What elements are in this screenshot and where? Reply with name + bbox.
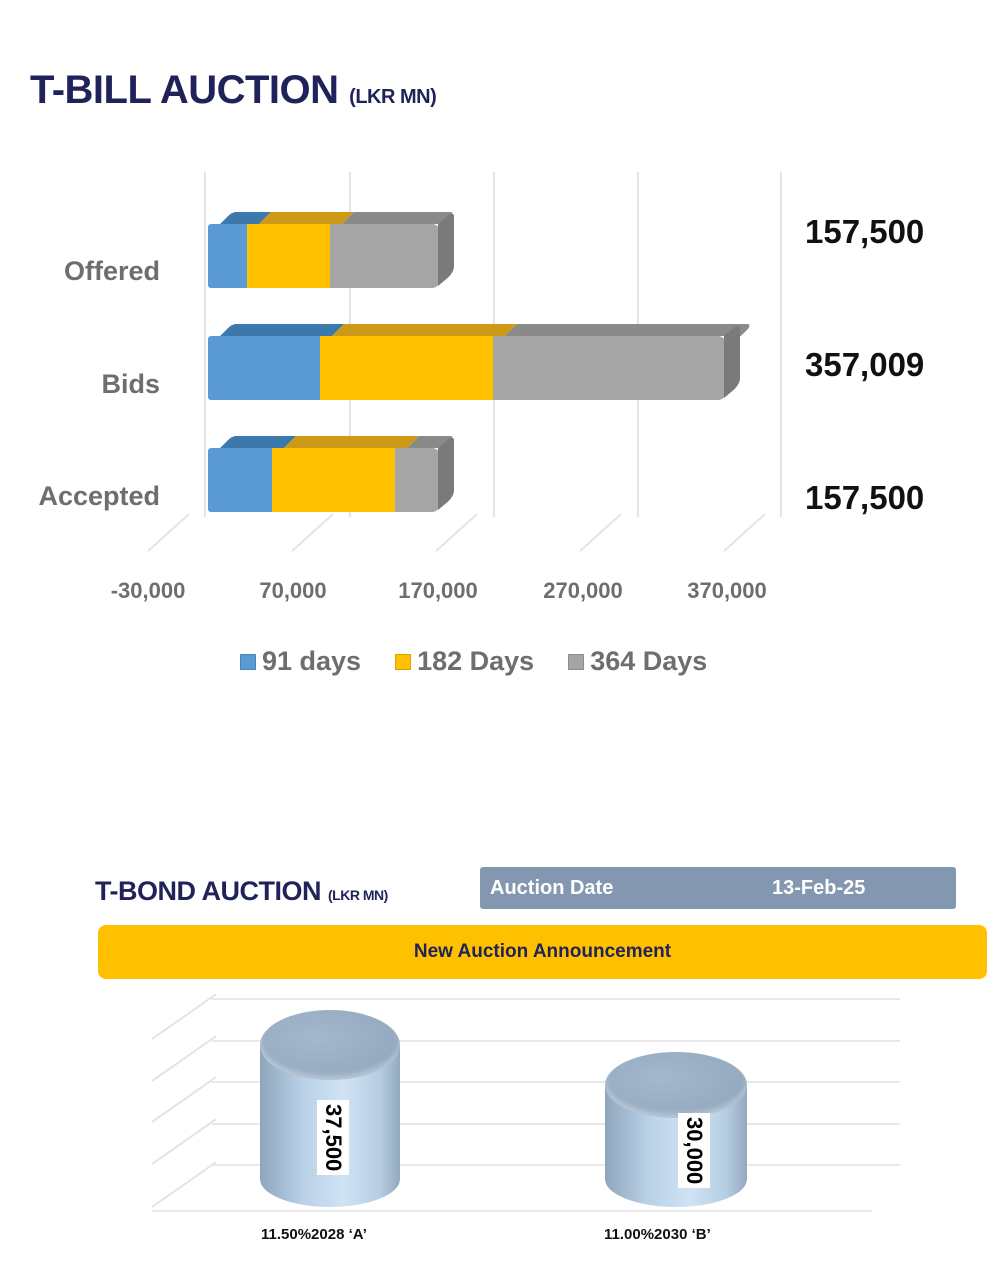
- segment-364-days: [330, 224, 440, 288]
- gridline: [212, 1040, 900, 1042]
- wall-gridline: [151, 1076, 217, 1123]
- legend-swatch-icon: [568, 653, 585, 670]
- tbond-title: T-BOND AUCTION (LKR MN): [95, 876, 388, 907]
- cylinder-top: [260, 1010, 400, 1080]
- floor-gridline: [435, 513, 478, 552]
- legend: 91 days 182 Days 364 Days: [240, 646, 707, 677]
- bar-face: [208, 336, 726, 400]
- legend-label: 91 days: [262, 646, 362, 676]
- bar-top: [220, 324, 753, 336]
- bar-face: [208, 224, 440, 288]
- legend-swatch-icon: [240, 653, 256, 670]
- announcement-banner: New Auction Announcement: [98, 925, 987, 979]
- x-tick: 370,000: [687, 578, 767, 603]
- auction-date-value: 13-Feb-25: [772, 876, 866, 899]
- gridline: [212, 1164, 900, 1166]
- bar-face: [208, 448, 440, 512]
- total-bids: 357,009: [805, 346, 925, 383]
- tbond-unit: (LKR MN): [328, 887, 388, 903]
- tbill-unit: (LKR MN): [349, 86, 437, 108]
- legend-swatch-icon: [395, 653, 412, 670]
- category-label-bids: Bids: [101, 369, 160, 399]
- bar-side: [438, 210, 454, 286]
- total-offered: 157,500: [805, 213, 925, 250]
- value-label-a: 37,500: [317, 1100, 349, 1176]
- x-tick: -30,000: [110, 578, 186, 603]
- gridline: [212, 1081, 900, 1083]
- tbill-title: T-BILL AUCTION (LKR MN): [30, 68, 437, 113]
- tbond-title-text: T-BOND AUCTION: [95, 876, 321, 906]
- total-accepted: 157,500: [805, 479, 925, 516]
- segment-91-days: [208, 448, 272, 512]
- bond-label-a: 11.50%2028 ‘A’: [261, 1226, 367, 1243]
- gridline: [212, 1123, 900, 1125]
- x-tick: 170,000: [398, 578, 478, 603]
- bar-top: [220, 436, 456, 448]
- bond-label-b: 11.00%2030 ‘B’: [604, 1226, 711, 1243]
- bar-top: [220, 212, 456, 224]
- segment-182-days: [247, 224, 330, 288]
- announcement-text: New Auction Announcement: [413, 941, 672, 962]
- legend-item-91-days: 91 days: [240, 646, 361, 677]
- segment-364-days: [395, 448, 440, 512]
- wall-gridline: [151, 1035, 217, 1082]
- auction-date-box: Auction Date 13-Feb-25: [480, 867, 956, 909]
- floor-gridline: [291, 513, 334, 552]
- segment-182-days: [320, 336, 493, 400]
- legend-item-182-days: 182 Days: [395, 646, 534, 677]
- segment-182-days: [272, 448, 395, 512]
- value-label-b: 30,000: [678, 1113, 710, 1189]
- floor-gridline: [579, 513, 622, 552]
- legend-item-364-days: 364 Days: [568, 646, 707, 677]
- wall-gridline: [151, 993, 217, 1040]
- x-tick: 70,000: [259, 578, 327, 603]
- legend-label: 182 Days: [417, 646, 535, 676]
- bar-side: [724, 322, 740, 398]
- wall-gridline: [151, 1118, 217, 1165]
- tbill-title-text: T-BILL AUCTION: [30, 68, 339, 112]
- category-label-accepted: Accepted: [38, 481, 160, 511]
- segment-91-days: [208, 336, 320, 400]
- gridline: [204, 172, 206, 517]
- cylinder-top: [605, 1052, 747, 1118]
- wall-gridline: [151, 1161, 217, 1208]
- legend-label: 364 Days: [590, 646, 708, 676]
- floor-gridline: [147, 513, 190, 552]
- gridline: [212, 998, 900, 1000]
- floor-gridline: [723, 513, 766, 552]
- category-label-offered: Offered: [63, 256, 160, 286]
- auction-date-label: Auction Date: [490, 876, 614, 899]
- gridline: [780, 172, 782, 517]
- segment-364-days: [493, 336, 726, 400]
- bar-side: [438, 434, 454, 510]
- x-tick: 270,000: [543, 578, 623, 603]
- segment-91-days: [208, 224, 247, 288]
- baseline: [152, 1210, 872, 1212]
